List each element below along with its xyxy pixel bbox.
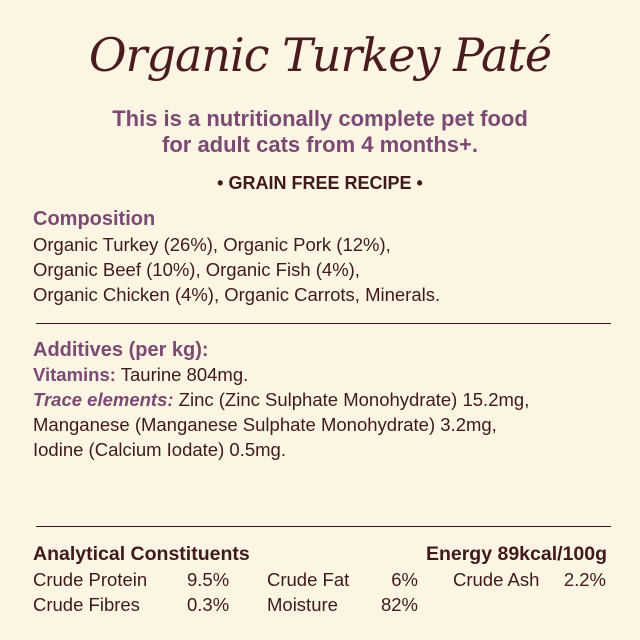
- composition-heading: Composition: [33, 208, 156, 230]
- composition-line: Organic Turkey (26%), Organic Pork (12%)…: [33, 234, 391, 255]
- constituent-label: Crude Ash: [453, 569, 540, 590]
- composition-line: Organic Chicken (4%), Organic Carrots, M…: [33, 284, 441, 305]
- constituent-value: 6%: [391, 569, 418, 590]
- constituent-label: Crude Protein: [33, 569, 148, 590]
- subtitle-line-2: for adult cats from 4 months+.: [162, 132, 478, 157]
- divider: [36, 323, 611, 324]
- constituent-value: 9.5%: [187, 569, 230, 590]
- vitamins-label: Vitamins:: [33, 364, 116, 385]
- constituent-value: 82%: [380, 594, 418, 615]
- additives-line: Iodine (Calcium Iodate) 0.5mg.: [33, 439, 286, 460]
- constituent-value: 0.3%: [187, 594, 230, 615]
- vitamins-line: Vitamins: Taurine 804mg.: [33, 364, 248, 386]
- additives-heading: Additives (per kg):: [33, 339, 209, 361]
- trace-line: Trace elements: Zinc (Zinc Sulphate Mono…: [33, 389, 529, 411]
- subtitle-line-1: This is a nutritionally complete pet foo…: [112, 106, 528, 131]
- trace-label: Trace elements:: [33, 389, 174, 410]
- constituent-label: Crude Fat: [267, 569, 350, 590]
- composition-line: Organic Beef (10%), Organic Fish (4%),: [33, 259, 360, 280]
- vitamins-text: Taurine 804mg.: [115, 364, 249, 385]
- constituent-value: 2.2%: [563, 569, 606, 590]
- trace-text: Zinc (Zinc Sulphate Monohydrate) 15.2mg,: [173, 389, 530, 410]
- product-title: Organic Turkey Paté: [88, 28, 552, 82]
- constituent-label: Moisture: [267, 594, 338, 615]
- energy-value: Energy 89kcal/100g: [425, 543, 607, 565]
- additives-line: Manganese (Manganese Sulphate Monohydrat…: [33, 414, 497, 435]
- constituent-label: Crude Fibres: [33, 594, 140, 615]
- divider: [36, 526, 611, 527]
- analytical-heading: Analytical Constituents: [33, 543, 250, 565]
- grain-free-badge: • GRAIN FREE RECIPE •: [217, 173, 423, 193]
